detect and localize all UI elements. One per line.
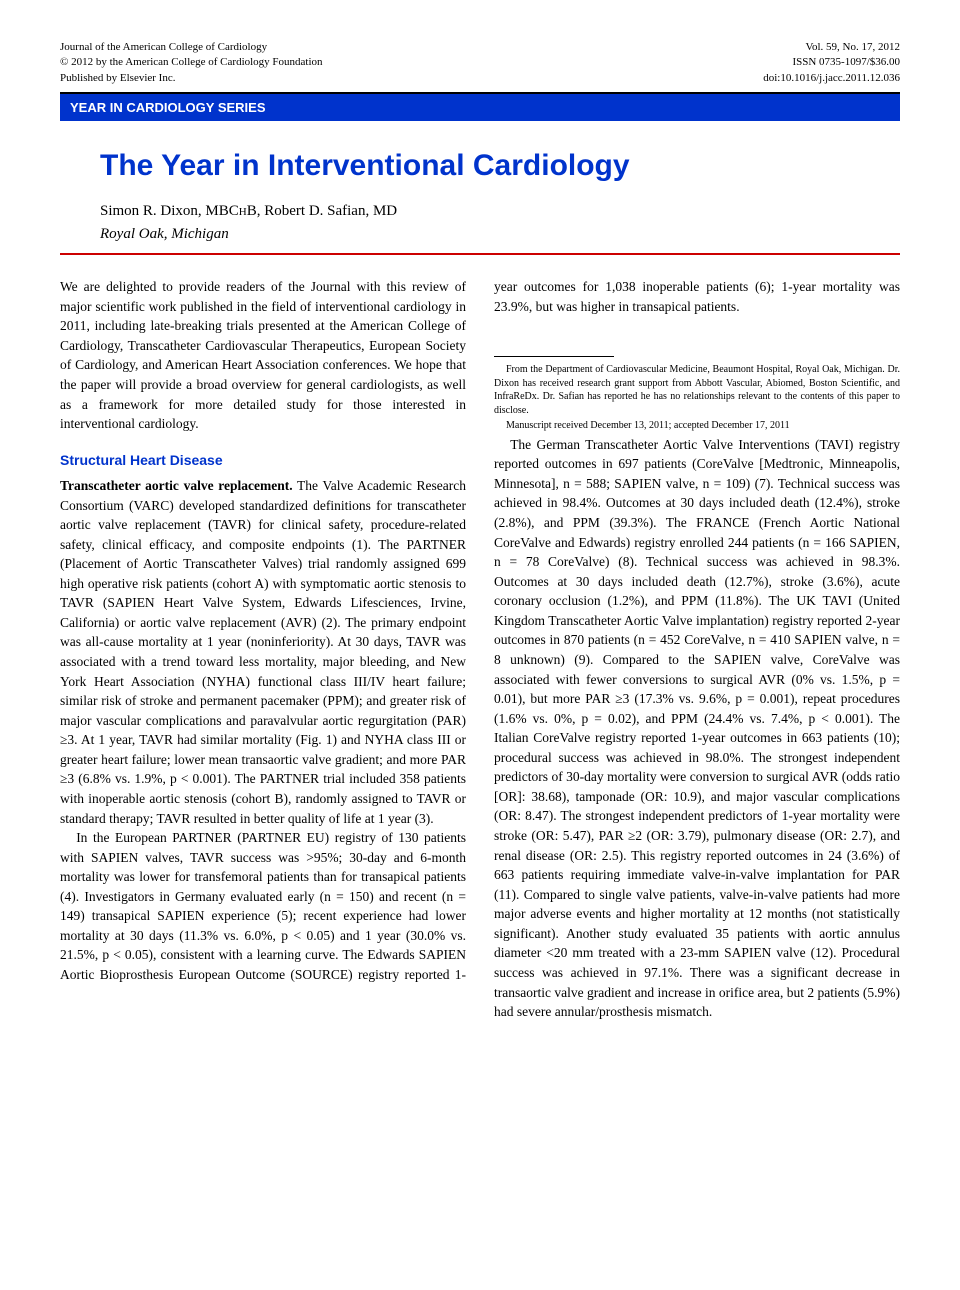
journal-issn: ISSN 0735-1097/$36.00 [763, 55, 900, 70]
journal-meta-right: Vol. 59, No. 17, 2012 ISSN 0735-1097/$36… [763, 40, 900, 86]
journal-doi: doi:10.1016/j.jacc.2011.12.036 [763, 71, 900, 86]
authors: Simon R. Dixon, MBChB, Robert D. Safian,… [100, 203, 900, 220]
red-rule [60, 253, 900, 255]
tavi-paragraph: The German Transcatheter Aortic Valve In… [494, 435, 900, 1022]
affiliation: Royal Oak, Michigan [100, 226, 900, 243]
journal-meta-row: Journal of the American College of Cardi… [60, 40, 900, 86]
footnote-block: From the Department of Cardiovascular Me… [494, 356, 900, 433]
journal-copyright: © 2012 by the American College of Cardio… [60, 55, 323, 70]
tavr-paragraph-1: Transcatheter aortic valve replacement. … [60, 476, 466, 828]
journal-volume: Vol. 59, No. 17, 2012 [763, 40, 900, 55]
series-label: YEAR IN CARDIOLOGY SERIES [60, 94, 900, 121]
journal-meta-left: Journal of the American College of Cardi… [60, 40, 323, 86]
journal-name: Journal of the American College of Cardi… [60, 40, 323, 55]
article-title: The Year in Interventional Cardiology [100, 149, 900, 183]
section-structural-heart: Structural Heart Disease [60, 450, 466, 470]
journal-publisher: Published by Elsevier Inc. [60, 71, 323, 86]
footnote: From the Department of Cardiovascular Me… [494, 363, 900, 433]
body-columns: We are delighted to provide readers of t… [60, 277, 900, 1022]
tavr-runin: Transcatheter aortic valve replacement. [60, 478, 293, 493]
footnote-manuscript: Manuscript received December 13, 2011; a… [494, 419, 900, 433]
series-banner: YEAR IN CARDIOLOGY SERIES [60, 94, 900, 121]
tavr-body-1: The Valve Academic Research Consortium (… [60, 478, 466, 826]
intro-paragraph: We are delighted to provide readers of t… [60, 277, 466, 434]
title-block: The Year in Interventional Cardiology Si… [100, 149, 900, 243]
footnote-from: From the Department of Cardiovascular Me… [494, 363, 900, 417]
footnote-rule [494, 356, 614, 357]
